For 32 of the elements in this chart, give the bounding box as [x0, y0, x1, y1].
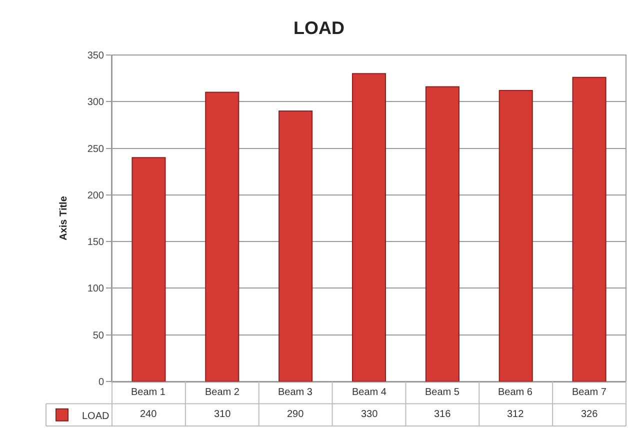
bar [352, 73, 386, 382]
bar [132, 157, 166, 382]
bar [205, 92, 240, 382]
x-tick-label: Beam 4 [352, 387, 387, 398]
data-label: 326 [581, 409, 598, 420]
data-label: 316 [434, 409, 452, 420]
y-tick-label: 0 [98, 376, 104, 388]
y-tick-label: 350 [87, 50, 104, 62]
y-tick-label: 50 [92, 330, 104, 342]
x-tick-label: Beam 3 [278, 387, 313, 398]
y-tick-label: 100 [87, 284, 104, 295]
x-tick-label: Beam 6 [498, 387, 533, 398]
bar [572, 76, 606, 382]
legend-label: LOAD [82, 410, 110, 422]
bar [278, 110, 313, 382]
x-tick-label: Beam 5 [425, 387, 460, 398]
y-tick-label: 150 [87, 237, 104, 248]
y-tick-label: 300 [87, 97, 104, 108]
data-label: 240 [140, 409, 158, 420]
data-label: 330 [361, 409, 378, 420]
data-label: 290 [287, 409, 304, 420]
y-axis-title: Axis Title [58, 196, 70, 240]
y-tick-label: 200 [87, 190, 104, 202]
x-tick-label: Beam 2 [205, 387, 240, 398]
bar [425, 86, 460, 382]
data-label: 310 [214, 409, 232, 420]
bar [498, 90, 533, 382]
data-label: 312 [507, 409, 524, 420]
x-tick-label: Beam 1 [131, 387, 166, 398]
chart-title: LOAD [294, 18, 344, 38]
x-tick-label: Beam 7 [572, 387, 607, 398]
y-tick-label: 250 [87, 144, 104, 155]
